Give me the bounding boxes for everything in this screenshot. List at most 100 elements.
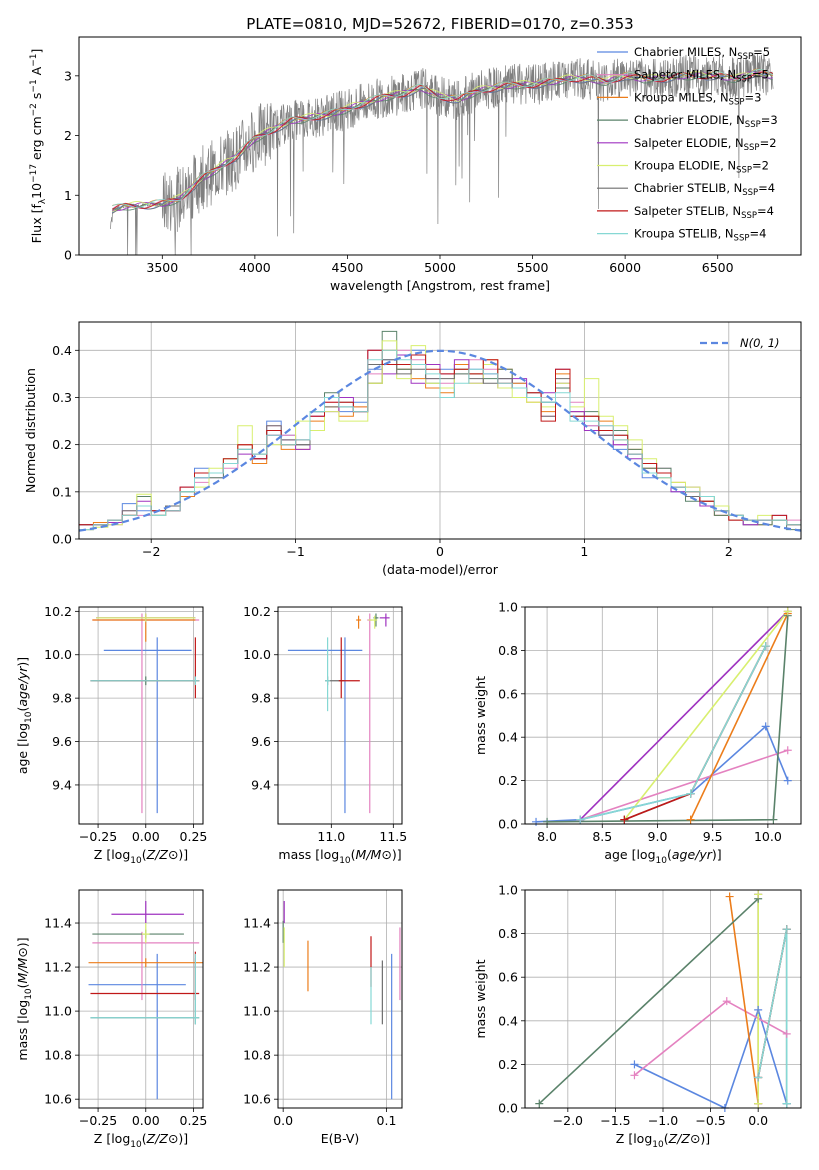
y-axis-label: mass weight	[473, 676, 488, 755]
legend-text: Kroupa ELODIE, N	[634, 159, 736, 173]
label-part: )]	[712, 847, 722, 862]
x-tick-label: 5500	[517, 260, 549, 275]
y-tick-label: 11.2	[44, 960, 72, 975]
y-tick-label: 10.6	[44, 1092, 72, 1107]
label-sub: 10	[656, 856, 668, 866]
x-tick-label: −1.5	[600, 1113, 630, 1128]
weight-marker-chabrier_miles	[630, 1060, 639, 1069]
axes-frame-mass-vs-ebv	[277, 889, 403, 1109]
y-tick-label: 0.2	[498, 1057, 518, 1072]
label-sub: 10	[130, 856, 142, 866]
legend-text: Chabrier ELODIE, N	[634, 113, 745, 127]
x-axis-label: mass [log10(M/M⊙)]	[278, 847, 401, 866]
y-tick-label: 0.3	[52, 390, 72, 405]
label-part: Flux [f	[29, 204, 44, 244]
legend-label-salpeter_miles: Salpeter MILES, NSSP=5	[634, 68, 769, 85]
x-axis-label: wavelength [Angstrom, rest frame]	[330, 278, 550, 293]
y-tick-label: 10.8	[243, 1048, 271, 1063]
label-part: )]	[15, 657, 30, 667]
legend-text: Chabrier STELIB, N	[634, 181, 742, 195]
panel-mass-vs-ebv: 0.0 0.1 10.6 10.8 11.0 11.2 11.4 E(B-V)	[243, 889, 403, 1146]
legend-text: =4	[757, 204, 774, 218]
x-tick-label: 8.5	[592, 829, 612, 844]
weight-line-chabrier_elodie	[538, 898, 759, 1105]
weight-marker-kroupa_stelib	[782, 1099, 791, 1108]
label-part: )]	[700, 1131, 710, 1146]
label-part: mass [log	[278, 847, 339, 862]
legend-label-normal: N(0, 1)	[740, 336, 780, 350]
y-tick-label: 1.0	[498, 883, 518, 898]
weight-line-chabrier_miles	[634, 1007, 788, 1108]
x-tick-label: −0.5	[695, 1113, 725, 1128]
weight-line-kroupa_miles	[728, 896, 759, 1104]
legend-sub: SSP	[742, 188, 758, 198]
y-tick-label: 0.6	[498, 970, 518, 985]
label-math: age/yr	[15, 666, 30, 707]
weight-marker-kroupa_miles	[725, 892, 734, 901]
y-tick-label: 11.4	[44, 916, 72, 931]
label-part: −1	[29, 79, 39, 92]
legend-text: =5	[752, 68, 769, 82]
x-tick-label: 6000	[609, 260, 641, 275]
x-tick-label: 9.0	[648, 829, 668, 844]
weight-marker-chabrier_miles	[761, 722, 770, 731]
y-axis-label: age [log10(age/yr)]	[15, 657, 34, 774]
x-tick-label: 11.5	[379, 829, 407, 844]
plot-area	[287, 613, 390, 814]
y-tick-label: 11.0	[243, 1004, 271, 1019]
label-part: ]	[29, 49, 44, 54]
x-tick-label: −1	[286, 544, 304, 559]
label-sub: 10	[652, 1140, 664, 1150]
plot-area	[282, 901, 401, 1100]
normal-curve	[79, 349, 801, 532]
y-tick-label: 10.6	[243, 1092, 271, 1107]
label-part: (	[351, 847, 356, 862]
y-tick-label: 10.8	[44, 1048, 72, 1063]
y-tick-label: 11.2	[243, 960, 271, 975]
panel-weight-vs-age: 8.0 8.5 9.0 9.5 10.0 0.0 0.2 0.4 0.6 0.8 1.0 age [l…	[473, 600, 802, 866]
label-math: Z/Z⊙	[668, 1131, 701, 1146]
x-axis-label: Z [log10(Z/Z⊙)]	[94, 1131, 188, 1150]
y-tick-label: 1	[64, 188, 72, 203]
x-tick-label: 0	[436, 544, 444, 559]
label-part: Z [log	[94, 847, 130, 862]
x-tick-label: 0.25	[180, 1113, 208, 1128]
x-tick-label: 5000	[424, 260, 456, 275]
label-part: )]	[178, 1131, 188, 1146]
label-part: age [log	[15, 723, 30, 774]
x-tick-label: 4500	[332, 260, 364, 275]
label-part: (	[667, 847, 672, 862]
label-part: erg cm	[29, 116, 44, 164]
weight-marker-chabrier_elodie	[769, 815, 778, 824]
x-tick-label: 8.0	[537, 829, 557, 844]
label-part: −2	[29, 103, 39, 116]
plot-area	[88, 901, 203, 1100]
legend-label-kroupa_miles: Kroupa MILES, NSSP=3	[634, 90, 761, 107]
y-tick-label: 10.0	[44, 647, 72, 662]
y-tick-label: 0.1	[52, 484, 72, 499]
legend-text: =4	[749, 227, 766, 241]
x-axis-label: Z [log10(Z/Z⊙)]	[616, 1131, 710, 1150]
label-part: mass [log	[15, 1000, 30, 1061]
plot-area	[110, 52, 774, 255]
axes-frame-weight-vs-age	[524, 606, 802, 825]
legend-text: Chabrier MILES, N	[634, 45, 737, 59]
y-tick-label: 0.2	[52, 437, 72, 452]
legend-sub: SSP	[729, 97, 745, 107]
y-tick-label: 1.0	[498, 600, 518, 615]
y-tick-label: 2	[64, 128, 72, 143]
legend-text: =5	[753, 45, 770, 59]
model-line-kroupa_elodie	[112, 71, 774, 212]
legend-sub: SSP	[736, 75, 752, 85]
y-axis-label: Flux [fλ10−17 erg cm−2 s−1 A−1]	[29, 49, 48, 244]
legend-label-salpeter_elodie: Salpeter ELODIE, NSSP=2	[634, 136, 777, 153]
label-part: A	[29, 66, 44, 79]
weight-marker-kroupa_stelib	[754, 1073, 763, 1082]
label-part: λ	[38, 198, 48, 204]
weight-marker-chabrier_miles	[754, 1005, 763, 1014]
weight-line-salpeter_miles	[579, 749, 789, 821]
axes-frame-spectrum	[78, 36, 802, 256]
y-tick-label: 9.8	[251, 691, 271, 706]
